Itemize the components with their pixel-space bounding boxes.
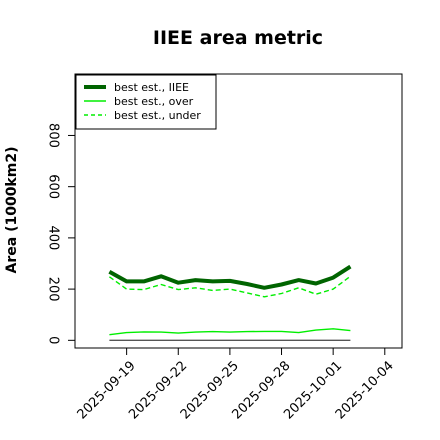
series-line-best-est-over bbox=[109, 328, 351, 336]
series-layer bbox=[108, 264, 352, 341]
y-tick-label: 800 bbox=[46, 123, 61, 148]
x-axis: 2025-09-192025-09-222025-09-252025-09-28… bbox=[75, 348, 397, 422]
legend-box bbox=[75, 74, 217, 130]
series-line-best-est-iiee bbox=[108, 264, 352, 290]
y-axis-label: Area (1000km2) bbox=[4, 147, 20, 274]
chart-title: IIEE area metric bbox=[153, 27, 323, 49]
series-line-best-est-under bbox=[108, 275, 351, 298]
legend-label: best est., IIEE bbox=[114, 81, 189, 94]
y-tick-label: 600 bbox=[46, 174, 61, 199]
legend-label: best est., over bbox=[114, 95, 194, 108]
y-tick-label: 400 bbox=[46, 225, 61, 250]
y-tick-label: 0 bbox=[46, 336, 61, 344]
legend-label: best est., under bbox=[114, 109, 201, 122]
y-axis: 0 200 400 600 800 bbox=[46, 123, 75, 344]
plot-frame bbox=[74, 73, 403, 349]
y-tick-label: 200 bbox=[46, 277, 61, 302]
